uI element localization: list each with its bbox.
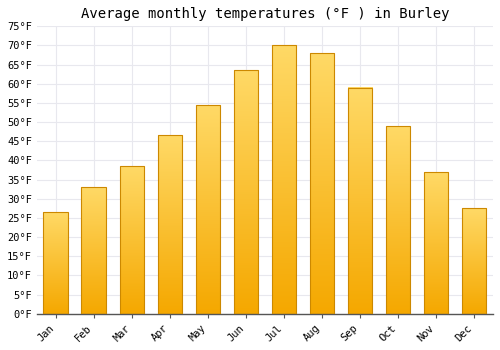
Bar [158,135,182,314]
Bar [424,172,448,314]
Bar [310,53,334,314]
Bar [82,187,106,314]
Bar [348,88,372,314]
Bar [234,70,258,314]
Bar [462,208,486,314]
Bar [386,126,410,314]
Bar [44,212,68,314]
Bar [120,166,144,314]
Bar [196,105,220,314]
Title: Average monthly temperatures (°F ) in Burley: Average monthly temperatures (°F ) in Bu… [80,7,449,21]
Bar [272,46,296,314]
